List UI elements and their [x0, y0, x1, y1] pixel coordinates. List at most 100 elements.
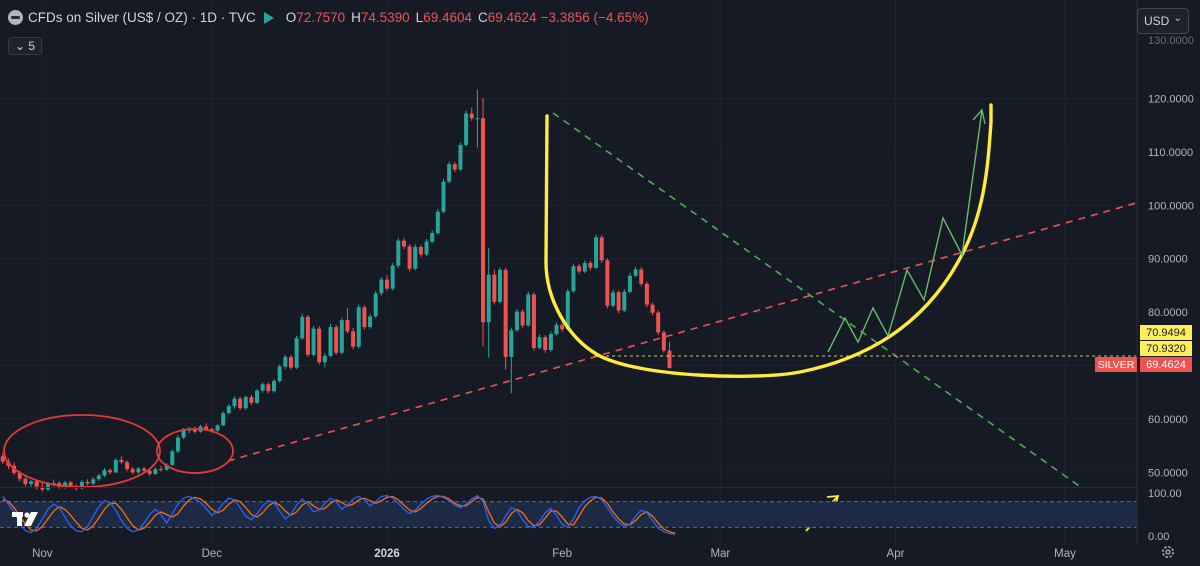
svg-text:69.4624: 69.4624: [1146, 359, 1186, 371]
green-dashed-trendline[interactable]: [552, 112, 1083, 489]
candle-body: [255, 390, 260, 403]
candle-body: [272, 380, 276, 392]
candle-body: [17, 472, 22, 479]
candle-body: [611, 292, 615, 306]
candle-body: [96, 475, 101, 480]
candle-body: [571, 266, 576, 292]
candle-body: [464, 113, 469, 145]
candle-body: [215, 425, 220, 431]
candle-body: [413, 246, 418, 269]
candle-body: [192, 429, 197, 432]
candle-body: [588, 262, 593, 268]
candle-body: [554, 324, 559, 334]
candle-body: [147, 470, 152, 474]
flag-icon[interactable]: [263, 11, 274, 24]
candle-body: [305, 316, 310, 355]
candle-body: [481, 118, 486, 323]
candle-body: [656, 312, 661, 333]
candle-body: [243, 397, 248, 409]
candle-body: [249, 397, 254, 403]
chevron-down-icon: ⌄: [15, 39, 26, 53]
candle-body: [159, 469, 163, 471]
candle-body: [311, 328, 316, 355]
candle-body: [594, 237, 599, 268]
candle-body: [322, 355, 327, 363]
price-label-b: 70.9320: [1140, 341, 1192, 356]
gear-icon[interactable]: [1160, 544, 1176, 560]
high-label: H: [351, 10, 361, 25]
candle-body: [170, 451, 175, 465]
currency-selector[interactable]: USD ⌄: [1137, 8, 1189, 34]
indicators-collapse-button[interactable]: ⌄ 5: [8, 37, 43, 55]
candle-body: [605, 260, 610, 306]
y-tick-label: 90.0000: [1148, 254, 1188, 266]
candle-body: [627, 275, 632, 292]
candle-body: [238, 398, 243, 409]
open-label: O: [285, 10, 297, 25]
candle-body: [23, 478, 28, 485]
svg-text:SILVER: SILVER: [1098, 359, 1135, 371]
stoch-k-line: [2, 494, 676, 535]
candle-body: [277, 366, 282, 381]
candle-body: [509, 330, 514, 357]
symbol-title[interactable]: CFDs on Silver (US$ / OZ) · 1D · TVC: [28, 10, 256, 25]
candle-body: [204, 426, 209, 430]
green-zigzag-projection[interactable]: [827, 109, 983, 353]
candle-body: [644, 283, 649, 305]
candle-body: [492, 274, 497, 302]
candle-body: [40, 486, 45, 490]
chevron-down-icon: ⌄: [1173, 13, 1182, 24]
y-tick-label: 120.0000: [1148, 94, 1194, 106]
candle-body: [407, 246, 412, 269]
x-tick-label: Nov: [32, 548, 53, 560]
candle-body: [85, 481, 90, 484]
stochastic-pane: 100.00 0.00: [0, 488, 1182, 543]
x-tick-label: 2026: [374, 548, 400, 560]
drawings-layer: [3, 103, 1137, 532]
x-tick-label: Feb: [552, 548, 572, 560]
candle-body: [418, 246, 423, 255]
candle-body: [288, 356, 293, 368]
candle-body: [498, 269, 502, 302]
stoch-band-fill: [0, 501, 1137, 528]
candle-body: [339, 320, 344, 353]
time-axis[interactable]: Nov Dec 2026 Feb Mar Apr May: [32, 548, 1076, 560]
currency-label: USD: [1144, 14, 1170, 28]
green-arrow-head[interactable]: [972, 108, 986, 125]
candle-body: [181, 430, 186, 438]
x-tick-label: Mar: [710, 548, 730, 560]
candle-body: [164, 464, 169, 470]
candle-body: [526, 294, 531, 326]
y-tick-label: 80.0000: [1148, 307, 1188, 319]
yellow-cup-curve[interactable]: [544, 103, 993, 378]
stoch-d-line: [2, 495, 676, 535]
candle-body: [142, 468, 147, 471]
red-ellipse-2[interactable]: [156, 428, 234, 474]
candle-body: [68, 482, 73, 487]
candle-body: [175, 437, 180, 452]
candle-body: [226, 406, 231, 414]
candle-body: [475, 118, 480, 120]
tradingview-logo-icon: [12, 512, 38, 526]
candle-body: [639, 269, 644, 284]
candle-body: [334, 327, 339, 353]
candle-body: [29, 481, 34, 485]
red-dashed-trendline[interactable]: [227, 202, 1137, 462]
candle-body: [153, 469, 158, 474]
candle-body: [351, 331, 356, 347]
candle-body: [543, 337, 548, 351]
candle-body: [46, 483, 50, 490]
candle-body: [577, 266, 582, 272]
candle-body: [362, 307, 367, 328]
candle-body: [345, 320, 350, 332]
candle-body: [396, 240, 401, 266]
candle-body: [102, 470, 107, 476]
candle-body: [108, 470, 113, 473]
candle-body: [368, 316, 373, 328]
candle-body: [441, 181, 446, 212]
candle-body: [582, 262, 587, 272]
candlestick-series: [0, 89, 672, 492]
change-value: −3.3856 (−4.65%): [540, 10, 649, 25]
